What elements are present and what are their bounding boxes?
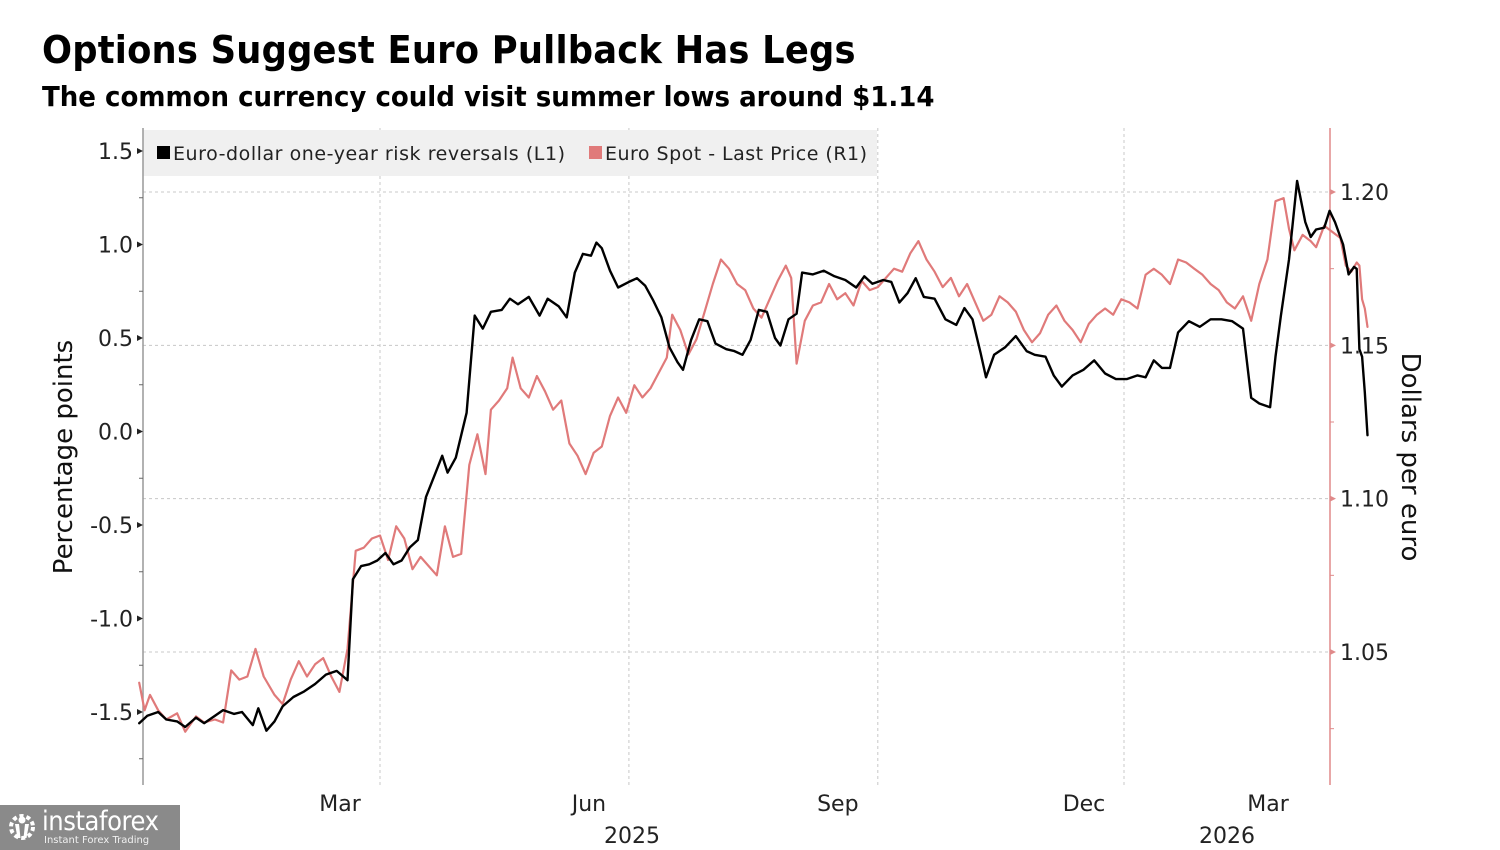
right-tick-mark — [1330, 342, 1336, 349]
left-tick-label: 0.0 — [98, 421, 133, 446]
right-tick-label: 1.15 — [1340, 334, 1389, 359]
x-tick-label: Dec — [1063, 792, 1106, 817]
x-year-label: 2025 — [604, 824, 660, 849]
series-line-euro-spot — [138, 197, 1369, 733]
left-tick-mark — [137, 428, 143, 435]
right-tick-mark — [1330, 189, 1336, 195]
legend: Euro-dollar one-year risk reversals (L1)… — [143, 130, 877, 176]
logo-tagline: Instant Forex Trading — [44, 835, 150, 846]
x-tick-label: Mar — [1247, 792, 1289, 817]
left-tick-mark — [137, 241, 143, 248]
x-tick-label: Jun — [570, 792, 606, 817]
left-tick-label: -1.0 — [90, 608, 133, 633]
left-tick-label: -0.5 — [90, 514, 133, 539]
right-tick-mark — [1330, 495, 1336, 502]
logo-wordmark: instaforex — [42, 806, 159, 837]
left-tick-label: -1.5 — [90, 701, 133, 726]
left-tick-label: 1.5 — [98, 140, 133, 165]
legend-background — [143, 130, 877, 176]
right-axis-title: Dollars per euro — [1395, 353, 1425, 562]
left-tick-mark — [137, 148, 143, 154]
right-tick-label: 1.10 — [1340, 488, 1389, 513]
left-tick-mark — [137, 709, 143, 715]
gear-person-icon — [9, 814, 35, 840]
legend-label-risk-reversals: Euro-dollar one-year risk reversals (L1) — [173, 143, 565, 165]
axes: 1.5 1.0 0.5 0.0 -0.5 -1.0 -1.5 1.20 1.15 1.10 1.05… — [90, 128, 1389, 849]
left-tick-mark — [137, 522, 143, 528]
left-axis-title: Percentage points — [49, 340, 79, 574]
legend-swatch-euro-spot — [589, 146, 602, 159]
legend-label-euro-spot: Euro Spot - Last Price (R1) — [605, 143, 867, 165]
right-tick-label: 1.20 — [1340, 181, 1389, 206]
right-tick-label: 1.05 — [1340, 641, 1389, 666]
series — [138, 179, 1369, 733]
x-tick-label: Mar — [319, 792, 361, 817]
x-year-label: 2026 — [1199, 824, 1255, 849]
legend-swatch-risk-reversals — [157, 146, 170, 159]
left-tick-label: 0.5 — [98, 327, 133, 352]
right-tick-mark — [1330, 649, 1336, 655]
instaforex-logo: instaforex Instant Forex Trading — [0, 805, 180, 850]
series-line-risk-reversals — [138, 179, 1369, 732]
chart-title: Options Suggest Euro Pullback Has Legs — [42, 28, 856, 72]
left-tick-mark — [137, 335, 143, 341]
left-tick-mark — [137, 615, 143, 622]
chart-subtitle: The common currency could visit summer l… — [42, 80, 935, 113]
left-tick-label: 1.0 — [98, 234, 133, 259]
grid-lines — [143, 128, 1330, 785]
x-tick-label: Sep — [817, 792, 858, 817]
